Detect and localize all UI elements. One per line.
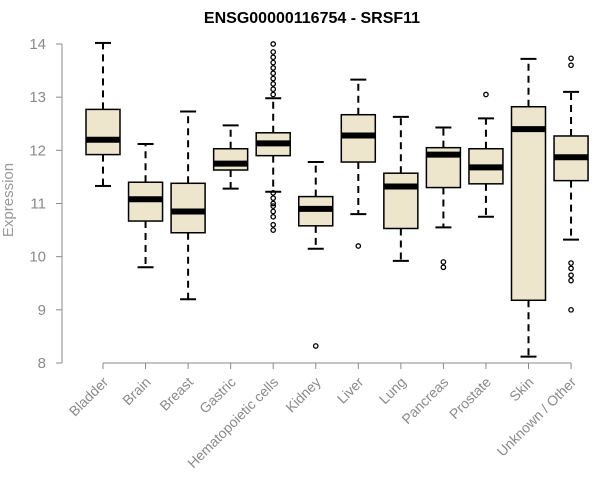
outlier-point (270, 195, 277, 202)
outlier-point (270, 190, 277, 196)
box-group (468, 91, 504, 218)
iqr-box (85, 108, 121, 156)
outlier-point (568, 55, 574, 62)
outlier-point (270, 208, 277, 215)
outlier-point (270, 81, 277, 87)
y-tick-label: 8 (38, 355, 46, 372)
box-group (298, 161, 334, 349)
box-group (425, 126, 462, 271)
y-axis-label: Expression (0, 163, 17, 237)
iqr-box (383, 172, 419, 230)
outlier-point (270, 49, 277, 55)
outlier-point (440, 259, 447, 265)
y-tick-label: 9 (38, 302, 46, 319)
outlier-point (355, 243, 362, 249)
chart-title: ENSG00000116754 - SRSF11 (204, 10, 420, 27)
x-tick-label: Kidney (282, 374, 324, 416)
outlier-point (270, 65, 277, 71)
x-tick-label: Lung (376, 374, 409, 407)
outlier-point (270, 86, 277, 93)
outlier-point (270, 200, 277, 207)
outlier-point (568, 260, 574, 266)
outlier-point (270, 59, 277, 66)
outlier-point (568, 306, 574, 313)
x-tick-label: Liver (334, 374, 367, 407)
x-tick-label: Bladder (66, 374, 112, 420)
y-tick-label: 12 (29, 142, 46, 159)
outlier-point (568, 277, 574, 284)
outlier-point (270, 221, 277, 228)
boxes (85, 41, 589, 358)
outlier-point (270, 54, 277, 61)
box-group (553, 55, 589, 313)
box-group (255, 41, 291, 233)
box-group (510, 57, 547, 358)
outlier-point (270, 75, 277, 82)
outlier-point (568, 62, 574, 69)
outlier-point (568, 272, 574, 279)
box-group (85, 41, 121, 187)
y-tick-label: 13 (29, 89, 46, 106)
outlier-point (568, 265, 574, 272)
x-tick-label: Pancreas (398, 374, 451, 427)
box-group (170, 110, 206, 301)
outlier-point (270, 91, 277, 98)
outlier-point (270, 227, 277, 233)
outlier-point (270, 203, 277, 210)
x-tick-label: Breast (156, 374, 196, 414)
outlier-point (312, 343, 319, 349)
x-tick-label: Prostate (446, 374, 494, 422)
y-tick-label: 14 (29, 36, 46, 53)
iqr-box (212, 147, 249, 171)
outlier-point (270, 41, 277, 47)
x-tick-label: Brain (119, 374, 153, 408)
x-tick-label: Skin (506, 374, 537, 405)
iqr-box (170, 182, 206, 234)
box-group (127, 142, 164, 269)
box-group (212, 124, 249, 190)
outlier-point (483, 91, 489, 98)
box-group (383, 115, 419, 262)
outlier-point (440, 264, 447, 271)
outlier-point (270, 213, 277, 220)
box-group (340, 78, 377, 249)
y-tick-label: 11 (30, 196, 46, 213)
outlier-point (270, 70, 277, 77)
y-tick-label: 10 (29, 249, 46, 266)
x-tick-label: Unknown / Other (494, 374, 580, 460)
iqr-box (510, 105, 547, 302)
